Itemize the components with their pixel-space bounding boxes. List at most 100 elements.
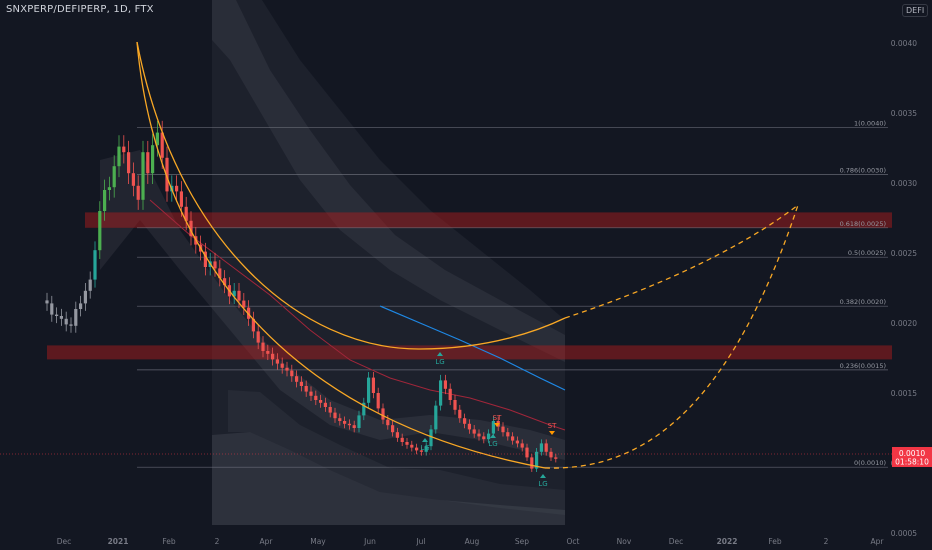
candle-body [122, 146, 126, 153]
upper-resistance-zone [85, 212, 892, 228]
candle-body [165, 157, 169, 192]
candle-body [79, 303, 83, 309]
time-axis[interactable]: Dec 2021 Feb 2 Apr May Jun Jul Aug Sep Oct Nov Dec 20… [57, 537, 885, 546]
candle-body [530, 457, 534, 469]
candle-body [50, 303, 54, 315]
candle-body [242, 300, 246, 308]
x-tick-label: 2 [824, 537, 829, 546]
candle-body [386, 419, 390, 426]
candle-body [357, 415, 361, 428]
bar-countdown: 01:58:10 [895, 458, 929, 467]
candle-body [506, 432, 510, 437]
candle-body [55, 314, 59, 316]
lower-band-cloud [212, 432, 565, 525]
candle-body [472, 429, 476, 434]
x-tick-label: Apr [871, 537, 885, 546]
lg-arrow-icon [540, 474, 546, 478]
moving-averages [149, 199, 566, 431]
candle-body [410, 444, 414, 448]
candle-body [443, 380, 447, 389]
x-tick-label: Sep [515, 537, 529, 546]
candle-body [381, 408, 385, 420]
st-arrow-icon [494, 423, 500, 427]
y-tick-label: 0.0025 [891, 249, 917, 258]
candle-body [395, 432, 399, 438]
candle-body [405, 442, 409, 445]
lg-arrow-icon [422, 438, 428, 442]
symbol-title[interactable]: SNXPERP/DEFIPERP, 1D, FTX [6, 4, 154, 15]
candle-body [487, 433, 491, 440]
candle-body [304, 386, 308, 392]
candle-body [155, 132, 159, 146]
price-tag-box [892, 447, 932, 467]
candle-body [400, 437, 404, 442]
candle-body [88, 279, 92, 291]
candle-body [520, 443, 524, 448]
candle-body [136, 185, 140, 200]
upper-band-cloud [212, 0, 565, 525]
candle-body [256, 331, 260, 343]
candle-body [491, 421, 495, 434]
y-tick-label: 0.0020 [891, 319, 917, 328]
candle-body [554, 457, 558, 459]
candle-body [103, 190, 107, 211]
x-tick-label: May [310, 537, 326, 546]
x-tick-label: Jul [415, 537, 425, 546]
y-tick-label: 0.0015 [891, 389, 917, 398]
candle-body [448, 388, 452, 400]
candle-body [83, 290, 87, 304]
candle-body [179, 191, 183, 207]
candle-body [362, 402, 366, 416]
candle-body [93, 250, 97, 280]
candle-body [141, 152, 145, 200]
candle-body [352, 425, 356, 428]
candle-body [535, 451, 539, 469]
x-tick-label: 2021 [108, 537, 129, 546]
candle-body [328, 407, 332, 413]
fib-label: 0.786(0.0030) [840, 167, 886, 175]
candle-body [131, 173, 135, 186]
lower-arc-curve [136, 41, 546, 469]
candle-body [434, 405, 438, 430]
candle-body [424, 446, 428, 452]
candle-body [223, 278, 227, 286]
projected-lower-arc [544, 204, 799, 469]
x-tick-label: Dec [669, 537, 684, 546]
candle-body [367, 377, 371, 403]
candle-body [343, 421, 347, 424]
candle-body [107, 187, 111, 190]
inner-band-cloud [212, 0, 565, 362]
x-tick-label: Dec [57, 537, 72, 546]
candle-body [285, 367, 289, 371]
candle-body [539, 443, 543, 452]
fib-label: 0.5(0.0025) [848, 249, 886, 257]
currency-badge[interactable]: DEFI [902, 4, 929, 17]
candle-body [429, 429, 433, 447]
candle-body [112, 166, 116, 188]
candle-body [266, 351, 270, 354]
x-tick-label: Nov [617, 537, 632, 546]
candle-body [247, 307, 251, 319]
candle-body [544, 443, 548, 452]
fib-label: 0.382(0.0020) [840, 298, 886, 306]
candle-body [59, 316, 63, 319]
candle-body [232, 290, 236, 297]
lg-signal-label: LG [435, 358, 444, 366]
y-tick-label: 0.0005 [891, 529, 917, 538]
candle-body [98, 211, 102, 251]
projected-upper-arc [564, 204, 799, 319]
fib-label: 0.618(0.0025) [840, 220, 886, 228]
candle-body [117, 146, 121, 167]
price-envelope [100, 150, 565, 460]
y-tick-label: 0.0035 [891, 109, 917, 118]
lower-band-inner [228, 390, 565, 515]
st-arrow-icon [549, 431, 555, 435]
candle-body [419, 450, 423, 452]
candle-body [280, 363, 284, 368]
candle-body [549, 451, 553, 458]
fib-label: 0.236(0.0015) [840, 362, 886, 370]
candle-body [453, 400, 457, 410]
candle-body [501, 426, 505, 433]
